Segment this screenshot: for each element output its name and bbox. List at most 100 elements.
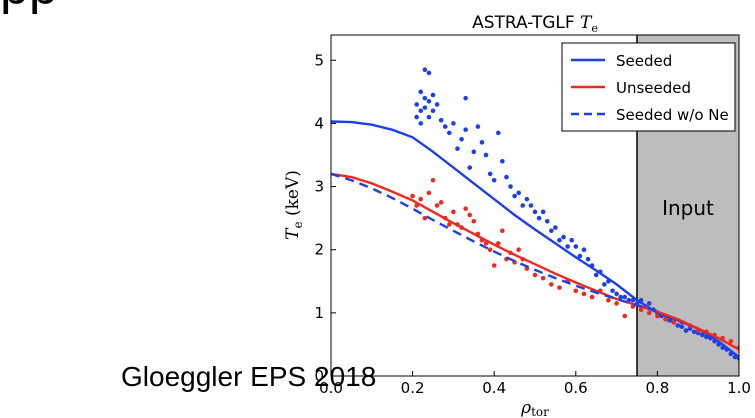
unseeded-data-point — [728, 338, 734, 344]
seeded-data-point — [438, 117, 444, 123]
seeded-data-point — [573, 244, 579, 249]
unseeded-data-point — [500, 228, 505, 234]
plot-area: Input — [330, 34, 740, 377]
seeded-data-point — [549, 228, 554, 234]
plot-frame — [330, 34, 740, 377]
seeded-data-point — [418, 121, 424, 126]
seeded-data-point — [614, 291, 619, 297]
seeded-data-point — [520, 203, 526, 208]
seeded-data-point — [414, 114, 419, 120]
unseeded-data-point — [471, 218, 477, 224]
seeded-data-point — [622, 294, 628, 300]
seeded-data-point — [553, 225, 558, 230]
y-tick-label: 1 — [314, 304, 324, 322]
seeded-data-point — [451, 121, 456, 126]
y-tick-label: 3 — [314, 178, 324, 196]
seeded-data-point — [691, 329, 697, 335]
unseeded-data-point — [422, 215, 428, 221]
seeded-data-point — [561, 234, 566, 240]
seeded-data-point — [512, 193, 517, 199]
series-line-unseeded — [331, 172, 739, 351]
x-tick-label: 0.4 — [482, 379, 506, 397]
seeded-data-point — [475, 124, 481, 129]
seeded-data-point — [491, 177, 497, 183]
seeded-data-point — [557, 237, 562, 243]
seeded-data-point — [618, 294, 623, 300]
seeded-data-point — [679, 324, 685, 330]
y-tick-label: 5 — [314, 51, 324, 69]
seeded-data-point — [414, 102, 419, 107]
seeded-data-point — [687, 326, 693, 331]
seeded-data-point — [418, 89, 424, 95]
unseeded-data-point — [622, 313, 628, 319]
seeded-data-point — [508, 184, 513, 189]
unseeded-data-point — [426, 190, 432, 196]
unseeded-data-point — [557, 285, 562, 290]
unseeded-data-point — [451, 209, 456, 215]
legend: Seeded Unseeded Seeded w/o Ne — [561, 42, 736, 132]
seeded-data-point — [610, 288, 615, 294]
seeded-data-point — [593, 272, 599, 278]
seeded-data-point — [434, 102, 440, 107]
x-tick-label: 0.2 — [401, 379, 425, 397]
series-line-seeded-w-o-ne — [331, 172, 658, 313]
unseeded-data-point — [491, 263, 497, 268]
unseeded-data-point — [532, 272, 538, 278]
x-tick-label: 0.6 — [564, 379, 588, 397]
seeded-data-point — [479, 140, 485, 145]
unseeded-data-point — [487, 247, 493, 253]
unseeded-data-point — [655, 313, 660, 319]
seeded-data-point — [455, 146, 460, 151]
seeded-data-point — [483, 152, 489, 158]
unseeded-data-point — [581, 291, 587, 297]
x-axis-label: ρtor — [520, 398, 549, 418]
seeded-data-point — [430, 108, 436, 114]
seeded-data-point — [422, 95, 428, 101]
unseeded-data-point — [671, 320, 677, 325]
seeded-data-point — [544, 218, 550, 224]
seeded-data-point — [683, 328, 689, 333]
seeded-data-point — [532, 209, 538, 215]
unseeded-data-point — [663, 316, 668, 322]
input-region-label: Input — [662, 196, 714, 220]
seeded-data-point — [467, 165, 473, 170]
seeded-data-point — [459, 136, 464, 142]
y-axis-label: Te (keV) — [283, 170, 305, 240]
unseeded-data-point — [410, 193, 415, 199]
seeded-data-point — [516, 190, 521, 196]
unseeded-data-point — [434, 203, 440, 208]
seeded-data-point — [463, 95, 468, 101]
seeded-data-point — [675, 323, 681, 328]
y-tick-label: 2 — [314, 241, 324, 259]
seeded-data-point — [540, 209, 546, 215]
seeded-data-point — [667, 318, 672, 323]
seeded-data-point — [699, 332, 705, 338]
legend-label-unseeded: Unseeded — [616, 79, 691, 97]
seeded-data-point — [585, 256, 591, 262]
y-tick-label: 4 — [314, 114, 324, 132]
unseeded-data-point — [418, 196, 424, 202]
unseeded-data-point — [447, 222, 452, 227]
seeded-data-point — [422, 67, 428, 73]
x-tick-label: 0.0 — [319, 379, 343, 397]
unseeded-data-point — [589, 294, 595, 300]
seeded-data-point — [536, 215, 542, 221]
seeded-data-point — [430, 92, 436, 98]
unseeded-data-point — [638, 307, 644, 312]
seeded-data-point — [422, 105, 428, 110]
legend-label-seeded-wo-ne: Seeded w/o Ne — [616, 106, 729, 124]
seeded-data-point — [569, 237, 575, 243]
seeded-data-point — [426, 114, 432, 120]
seeded-data-point — [500, 158, 505, 164]
unseeded-data-point — [467, 212, 473, 218]
seeded-data-point — [426, 99, 432, 104]
unseeded-data-point — [646, 310, 652, 316]
seeded-data-point — [646, 301, 652, 306]
unseeded-data-point — [614, 301, 619, 306]
unseeded-data-point — [549, 282, 554, 287]
unseeded-data-point — [430, 177, 436, 183]
seeded-data-point — [471, 149, 477, 155]
unseeded-data-point — [573, 288, 579, 294]
legend-label-seeded: Seeded — [616, 52, 672, 70]
